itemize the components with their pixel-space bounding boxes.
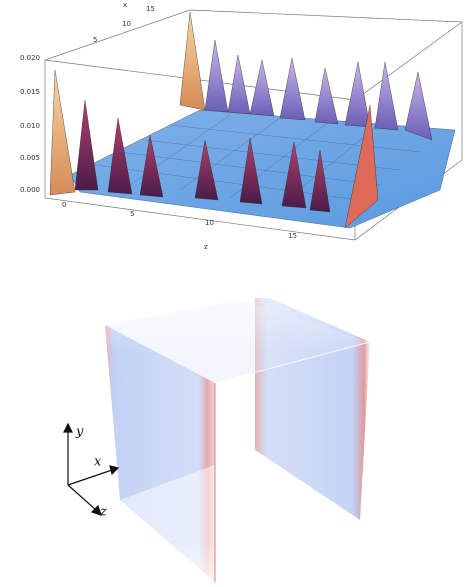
x-tick: 10 [122,20,131,28]
z-tick: 5 [130,210,134,218]
v-tick: 0.015 [20,88,40,96]
x-tick: 15 [146,5,155,13]
x-tick: 5 [93,36,97,44]
fade [100,295,380,585]
axes-triad [63,422,120,516]
box-edge [44,21,463,101]
z-tick: 0 [62,201,66,209]
axis-label: y [75,425,84,440]
axis-label: x [94,455,102,470]
x-axis-label: x [123,1,127,9]
volume-render: y x z [63,295,380,585]
z-tick: 10 [205,219,214,227]
v-tick: 0.010 [20,122,40,130]
surface-plot: 0.020 0.015 0.010 0.005 0.000 x 5 10 15 … [20,1,463,251]
axis-label: z [99,505,107,520]
z-tick: 15 [288,232,297,240]
v-tick: 0.020 [20,54,40,62]
z-axis-label: z [204,243,208,251]
v-tick: 0.005 [20,154,40,162]
v-tick: 0.000 [20,186,40,194]
box-edge [44,9,463,241]
surface-peaks [49,11,433,229]
edge [214,341,371,384]
